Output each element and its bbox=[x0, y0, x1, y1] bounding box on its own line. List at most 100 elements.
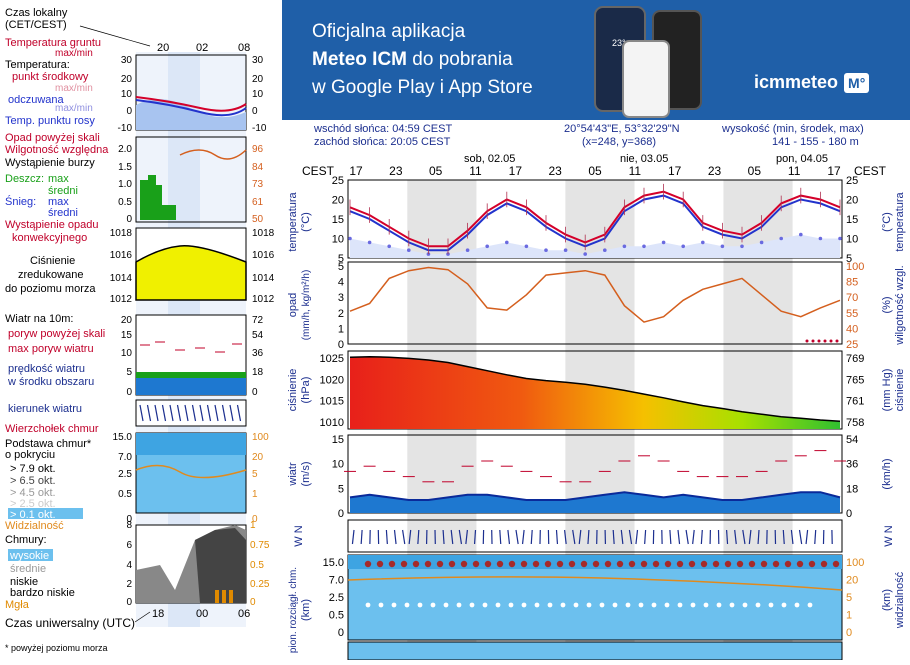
legend-temp-mid: punkt środkowy bbox=[12, 71, 89, 83]
legend-cb-lt-1: 7.0 bbox=[118, 452, 132, 463]
dew-point bbox=[348, 237, 352, 241]
cloud-base-dot bbox=[782, 603, 787, 608]
dew-point bbox=[819, 237, 823, 241]
press-tick-right-1: 765 bbox=[846, 374, 864, 386]
wind-dir-arrow bbox=[508, 530, 510, 544]
precip-tick-left-1: 4 bbox=[338, 277, 344, 289]
legend-clouds-mid bbox=[195, 528, 246, 603]
humidity-unit: (%) bbox=[881, 296, 893, 313]
cloud-top-dot bbox=[377, 561, 383, 567]
wind-dir-arrow bbox=[557, 530, 558, 544]
legend-cb-lt-3: 0.5 bbox=[118, 489, 132, 500]
precip-occurrence-dot bbox=[812, 340, 815, 343]
press-tick-right-0: 769 bbox=[846, 353, 864, 365]
legend-chart: Czas lokalny (CET/CEST) 20 02 08 Tempera… bbox=[0, 0, 282, 660]
legend-okt-1: > 6.5 okt. bbox=[10, 475, 56, 487]
cloud-top-dot bbox=[569, 561, 575, 567]
cloud-top-dot bbox=[365, 561, 371, 567]
cb-tick-left-2: 2.5 bbox=[329, 592, 344, 604]
cloud-top-dot bbox=[413, 561, 419, 567]
cloud-top-dot bbox=[809, 561, 815, 567]
dew-point bbox=[623, 245, 627, 249]
cloud-top-dot bbox=[545, 561, 551, 567]
wind-label: wiatr bbox=[287, 462, 299, 487]
cloud-top-dot bbox=[641, 561, 647, 567]
legend-precip-lt-2: 1.0 bbox=[118, 179, 132, 190]
press-tick-right-3: 758 bbox=[846, 417, 864, 429]
legend-utc: Czas uniwersalny (UTC) bbox=[5, 616, 135, 630]
dew-point bbox=[407, 248, 411, 252]
visibility-tick-right-1: 20 bbox=[846, 575, 858, 587]
press-tick-left-1: 1020 bbox=[320, 374, 344, 386]
cloud-top-dot bbox=[401, 561, 407, 567]
cloud-base-dot bbox=[405, 603, 410, 608]
banner-line1: Oficjalna aplikacja bbox=[312, 18, 533, 46]
hour-label: 17 bbox=[349, 164, 363, 178]
legend-feels-maxmin: max/min bbox=[55, 103, 93, 114]
hour-label: 05 bbox=[748, 164, 762, 178]
wind-dir-arrow bbox=[806, 530, 808, 544]
legend-fog-bar-2 bbox=[222, 590, 226, 603]
legend-cb-rt-2: 5 bbox=[252, 469, 258, 480]
cloud-base-dot bbox=[457, 603, 462, 608]
legend-cb-rt-0: 100 bbox=[252, 432, 269, 443]
cloud-base-dot bbox=[496, 603, 501, 608]
legend-snow: Śnieg: bbox=[5, 195, 36, 208]
legend-temp-rt-3: 0 bbox=[252, 106, 258, 117]
legend-pressure1: Ciśnienie bbox=[30, 255, 75, 267]
legend-wind-lt-4: 0 bbox=[126, 387, 132, 398]
legend-utc-tick-1: 00 bbox=[196, 608, 208, 620]
logo-text: icmmeteo bbox=[754, 72, 838, 93]
legend-cl-lt-0: 8 bbox=[126, 520, 132, 531]
wind-dir-arrow bbox=[800, 530, 802, 544]
legend-wind-rt-1: 54 bbox=[252, 330, 264, 341]
legend-dew: Temp. punktu rosy bbox=[5, 115, 95, 127]
banner-line3: w Google Play i App Store bbox=[312, 74, 533, 102]
humidity-tick-right-2: 70 bbox=[846, 292, 858, 304]
legend-visibility: Widzialność bbox=[5, 520, 64, 532]
wind-dir-arrow bbox=[701, 530, 702, 544]
hour-label: 17 bbox=[668, 164, 682, 178]
legend-wind-rt-2: 36 bbox=[252, 348, 264, 359]
cloud-top-dot bbox=[821, 561, 827, 567]
legend-wind-speed: prędkość wiatru bbox=[8, 363, 85, 375]
temp-tick-right-0: 25 bbox=[846, 175, 858, 187]
legend-press-rt-2: 1014 bbox=[252, 273, 275, 284]
legend-winddir-frame bbox=[136, 400, 246, 426]
legend-wind-dir: kierunek wiatru bbox=[8, 403, 82, 415]
legend-wind-top bbox=[136, 372, 246, 378]
precip-unit: (mm/h, kg/m²/h) bbox=[301, 270, 312, 341]
legend-temp-rt-4: -10 bbox=[252, 123, 267, 134]
cloud-base-dot bbox=[431, 603, 436, 608]
cb-unit: (km) bbox=[300, 599, 312, 621]
temp-tick-left-3: 10 bbox=[332, 234, 344, 246]
legend-precip-lt-3: 0.5 bbox=[118, 197, 132, 208]
day-label-2: pon, 04.05 bbox=[776, 153, 828, 165]
cloud-base-dot bbox=[613, 603, 618, 608]
humidity-tick-right-4: 40 bbox=[846, 323, 858, 335]
legend-precip-rt-3: 61 bbox=[252, 197, 264, 208]
cloud-base-dot bbox=[665, 603, 670, 608]
legend-precip-rt-2: 73 bbox=[252, 179, 264, 190]
cloud-top-dot bbox=[473, 561, 479, 567]
cloud-top-dot bbox=[689, 561, 695, 567]
precip-occurrence-dot bbox=[830, 340, 833, 343]
dir-symbol-left: W N bbox=[293, 525, 305, 546]
legend-temp-lt-4: -10 bbox=[118, 123, 133, 134]
app-banner[interactable]: Oficjalna aplikacja Meteo ICM do pobrani… bbox=[282, 0, 910, 120]
legend-press-rt-3: 1012 bbox=[252, 294, 275, 305]
temp-unit-right: (°C) bbox=[881, 212, 893, 232]
legend-temp-rt-2: 10 bbox=[252, 89, 264, 100]
hour-label: 23 bbox=[548, 164, 562, 178]
legend-wind-at: Wiatr na 10m: bbox=[5, 313, 73, 325]
cloud-base-dot bbox=[717, 603, 722, 608]
cloud-base-dot bbox=[639, 603, 644, 608]
cloud-top-dot bbox=[749, 561, 755, 567]
dew-point bbox=[701, 241, 705, 245]
humidity-label: wilgotność wzgl. bbox=[894, 265, 906, 345]
cloud-base-dot bbox=[808, 603, 813, 608]
wind-tick-right-0: 54 bbox=[846, 434, 858, 446]
cb-tick-left-1: 7.0 bbox=[329, 575, 344, 587]
cloud-base-dot bbox=[535, 603, 540, 608]
cloud-top-dot bbox=[497, 561, 503, 567]
